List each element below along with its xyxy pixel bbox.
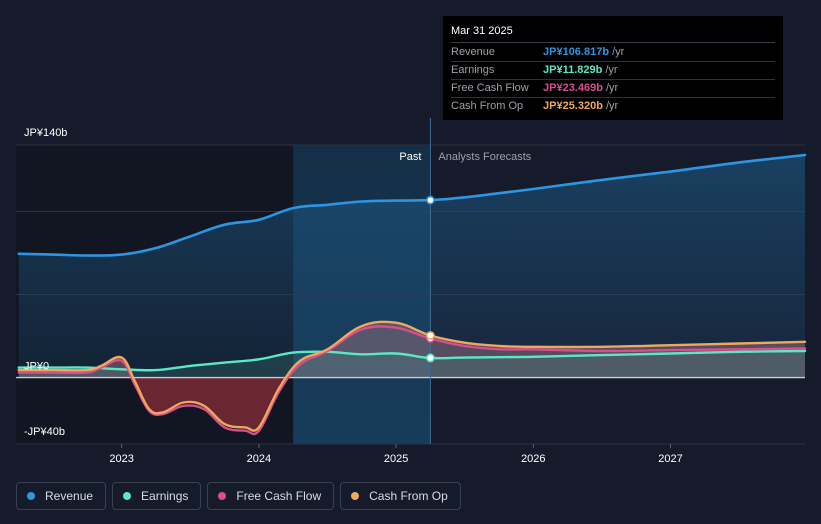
tooltip-row-free-cash-flow: Free Cash Flow JP¥23.469b/yr bbox=[451, 80, 775, 98]
legend-label: Cash From Op bbox=[369, 489, 448, 503]
tooltip-unit: /yr bbox=[605, 100, 619, 112]
cashflow-negative-area bbox=[18, 377, 805, 431]
legend-dot-icon bbox=[351, 492, 360, 500]
x-tick-label: 2023 bbox=[109, 453, 133, 465]
legend: Revenue Earnings Free Cash Flow Cash From O… bbox=[16, 482, 461, 510]
legend-label: Revenue bbox=[45, 489, 94, 503]
tooltip-value: JP¥106.817b bbox=[543, 46, 610, 58]
earnings-marker bbox=[425, 353, 435, 363]
revenue-area bbox=[18, 155, 805, 378]
legend-dot-icon bbox=[123, 492, 132, 500]
cash-from-op-line bbox=[17, 320, 807, 432]
legend-item-free-cash-flow[interactable]: Free Cash Flow bbox=[207, 482, 335, 510]
tooltip: Mar 31 2025 Revenue JP¥106.817b/yr Earning… bbox=[443, 16, 783, 120]
tooltip-value: JP¥25.320b bbox=[543, 100, 603, 112]
x-tick-label: 2025 bbox=[384, 453, 408, 465]
tooltip-label: Revenue bbox=[451, 46, 496, 58]
y-tick-label: JP¥140b bbox=[24, 127, 67, 139]
legend-label: Free Cash Flow bbox=[236, 489, 322, 503]
y-tick-label: JP¥0 bbox=[24, 361, 49, 373]
tooltip-markers bbox=[425, 195, 435, 363]
x-axis: 2023 2024 2025 2026 2027 bbox=[109, 444, 683, 465]
tooltip-label: Cash From Op bbox=[451, 100, 524, 112]
revenue-line bbox=[17, 153, 807, 257]
legend-label: Earnings bbox=[141, 489, 189, 503]
tooltip-row-revenue: Revenue JP¥106.817b/yr bbox=[451, 44, 775, 62]
earnings-line bbox=[17, 349, 807, 372]
legend-dot-icon bbox=[218, 492, 227, 500]
x-tick-label: 2027 bbox=[658, 453, 682, 465]
y-axis: JP¥140b JP¥0 -JP¥40b bbox=[24, 127, 67, 438]
tooltip-label: Earnings bbox=[451, 64, 495, 76]
x-tick-label: 2026 bbox=[521, 453, 545, 465]
past-label: Past bbox=[399, 151, 421, 163]
tooltip-label: Free Cash Flow bbox=[451, 82, 529, 94]
legend-item-earnings[interactable]: Earnings bbox=[112, 482, 202, 510]
tooltip-value: JP¥23.469b bbox=[543, 82, 603, 94]
tooltip-unit: /yr bbox=[612, 46, 625, 58]
revenue-marker bbox=[425, 195, 435, 205]
series-lines bbox=[17, 153, 807, 436]
tooltip-unit: /yr bbox=[605, 82, 619, 94]
tooltip-row-cash-from-op: Cash From Op JP¥25.320b/yr bbox=[451, 98, 775, 115]
legend-item-cash-from-op[interactable]: Cash From Op bbox=[340, 482, 461, 510]
forecast-label: Analysts Forecasts bbox=[438, 151, 531, 163]
tooltip-date: Mar 31 2025 bbox=[451, 24, 775, 43]
tooltip-unit: /yr bbox=[605, 64, 618, 76]
legend-item-revenue[interactable]: Revenue bbox=[16, 482, 107, 510]
x-tick-label: 2024 bbox=[247, 453, 271, 465]
earnings-area bbox=[18, 351, 805, 378]
tooltip-row-earnings: Earnings JP¥11.829b/yr bbox=[451, 62, 775, 80]
tooltip-value: JP¥11.829b bbox=[543, 64, 603, 76]
cash-from-op-marker bbox=[425, 331, 435, 340]
cashflow-positive-area bbox=[18, 321, 805, 378]
y-tick-label: -JP¥40b bbox=[24, 426, 65, 438]
free-cash-flow-line bbox=[17, 325, 807, 436]
legend-dot-icon bbox=[27, 492, 35, 500]
